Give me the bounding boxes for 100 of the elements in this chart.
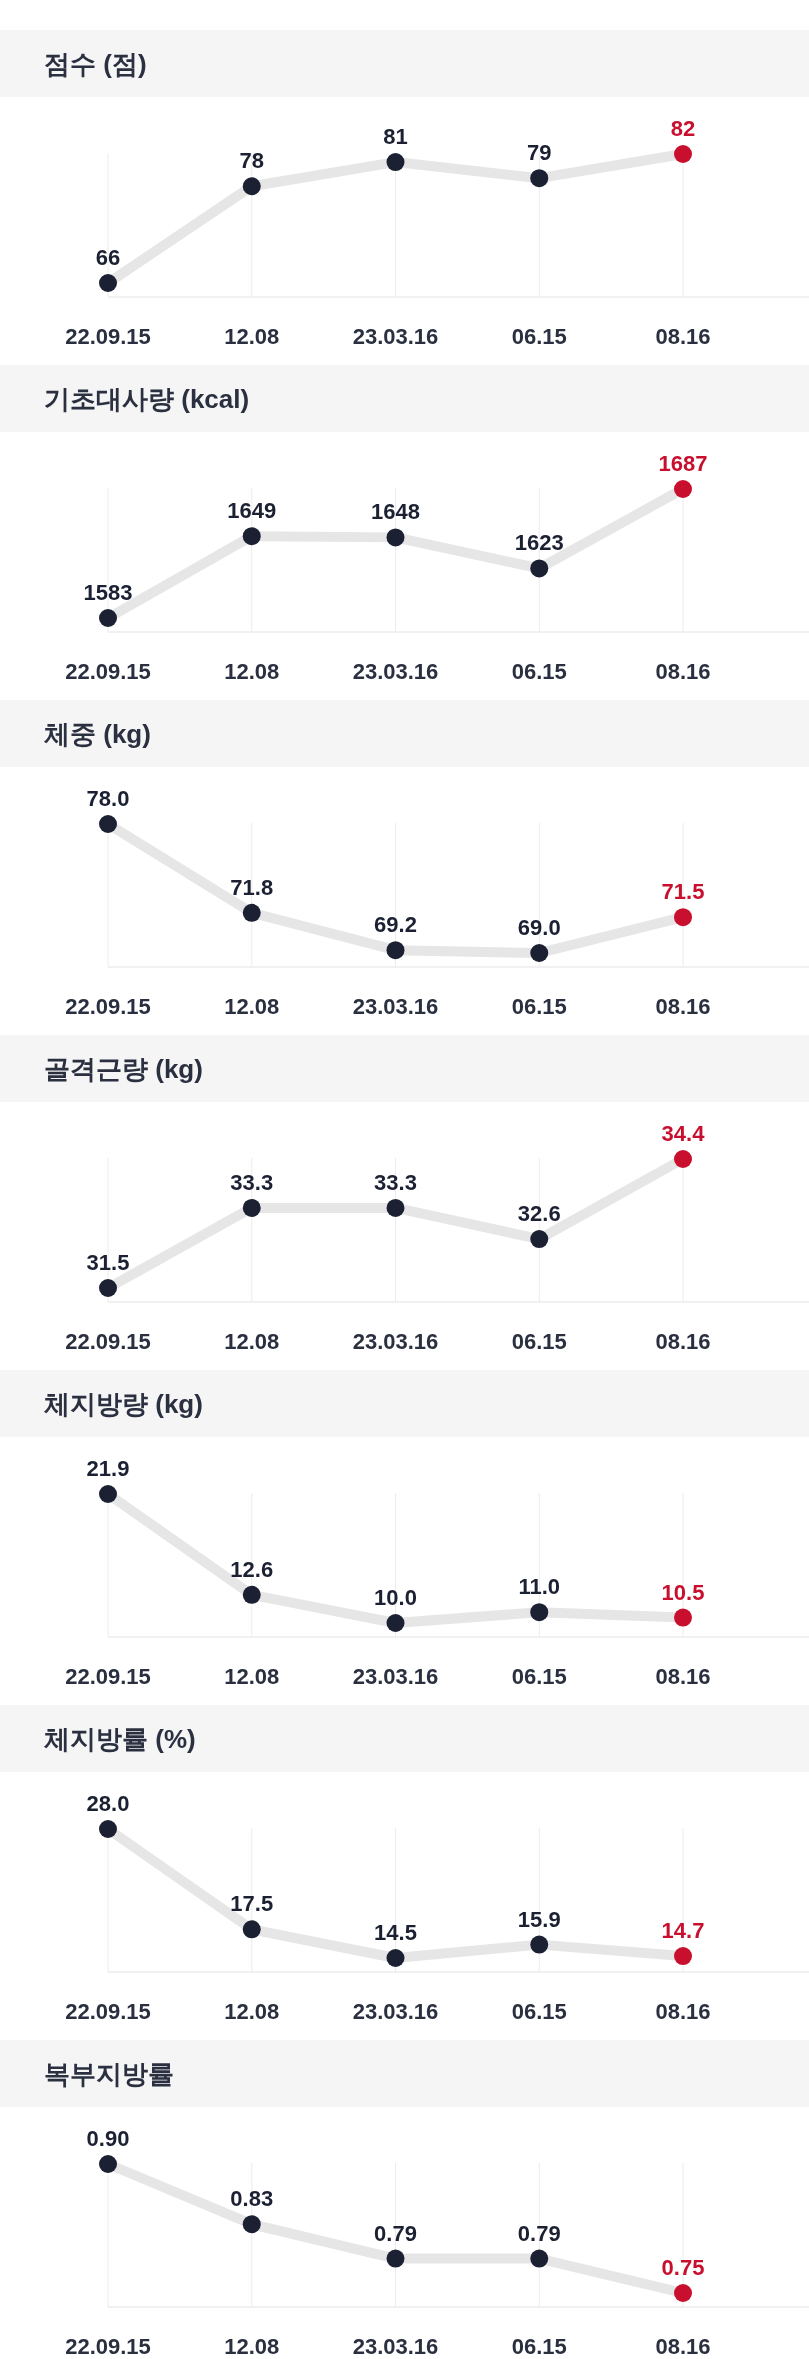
point <box>386 2249 405 2268</box>
x-tick-label: 12.08 <box>224 2334 280 2359</box>
x-tick-label: 23.03.16 <box>352 1999 439 2024</box>
data-label: 78 <box>239 148 264 174</box>
point <box>99 1820 117 1838</box>
point <box>674 2284 692 2302</box>
x-tick-label: 22.09.15 <box>65 659 151 684</box>
data-label: 1687 <box>658 451 708 476</box>
x-tick-label: 06.15 <box>511 1329 567 1354</box>
data-label: 0.75 <box>661 2255 705 2280</box>
point <box>674 145 692 163</box>
data-label: 79 <box>527 140 552 166</box>
point <box>242 1198 261 1217</box>
data-label: 15.9 <box>517 1906 561 1932</box>
data-label: 34.4 <box>661 1121 706 1146</box>
data-label: 33.3 <box>374 1169 417 1195</box>
point <box>386 1198 405 1217</box>
data-label: 17.5 <box>230 1891 274 1917</box>
data-label: 33.3 <box>230 1169 274 1195</box>
point <box>674 480 692 498</box>
x-tick-label: 22.09.15 <box>65 324 151 349</box>
x-tick-label: 22.09.15 <box>65 1329 151 1354</box>
x-tick-label: 08.16 <box>655 1664 711 1689</box>
x-tick-label: 06.15 <box>511 1999 567 2024</box>
point <box>530 1603 549 1622</box>
point <box>530 169 549 188</box>
point <box>530 1935 549 1954</box>
data-label: 0.90 <box>86 2126 130 2151</box>
point <box>674 1947 692 1966</box>
data-label: 1649 <box>227 498 277 524</box>
data-label: 10.0 <box>374 1585 417 1610</box>
x-tick-label: 22.09.15 <box>65 2334 151 2359</box>
data-label: 10.5 <box>661 1579 705 1605</box>
point <box>386 1614 405 1632</box>
point <box>242 903 261 922</box>
x-tick-label: 23.03.16 <box>352 1664 439 1689</box>
data-label: 1623 <box>514 530 564 556</box>
point <box>386 528 405 547</box>
data-label: 66 <box>95 245 121 270</box>
point <box>530 2249 549 2268</box>
data-label: 69.0 <box>517 915 561 940</box>
x-tick-label: 23.03.16 <box>352 2334 439 2359</box>
data-label: 81 <box>383 124 408 150</box>
chart-title: 점수 (점) <box>44 48 147 79</box>
x-tick-label: 23.03.16 <box>352 659 439 684</box>
x-tick-label: 12.08 <box>224 994 280 1019</box>
x-tick-label: 12.08 <box>224 659 280 684</box>
point <box>242 1920 261 1939</box>
point <box>530 559 549 578</box>
x-tick-label: 22.09.15 <box>65 1999 151 2024</box>
x-tick-label: 12.08 <box>224 1664 280 1689</box>
data-label: 28.0 <box>86 1791 130 1816</box>
data-label: 1648 <box>371 499 420 525</box>
point <box>242 2215 261 2234</box>
point <box>674 1608 692 1627</box>
chart-title: 골격근량 (kg) <box>44 1053 203 1084</box>
data-label: 71.8 <box>230 874 274 900</box>
x-tick-label: 12.08 <box>224 1999 280 2024</box>
data-label: 0.79 <box>374 2220 417 2246</box>
point <box>99 1485 117 1503</box>
x-tick-label: 08.16 <box>655 324 711 349</box>
x-tick-label: 06.15 <box>511 994 567 1019</box>
chart-title: 체중 (kg) <box>44 718 151 749</box>
chart-title: 체지방량 (kg) <box>44 1388 203 1419</box>
data-label: 32.6 <box>517 1201 561 1227</box>
point <box>386 1949 405 1967</box>
data-label: 21.9 <box>86 1456 130 1481</box>
x-tick-label: 06.15 <box>511 659 567 684</box>
data-label: 0.83 <box>230 2186 274 2212</box>
data-label: 11.0 <box>518 1574 561 1600</box>
x-tick-label: 12.08 <box>224 1329 280 1354</box>
point <box>386 941 405 960</box>
x-tick-label: 08.16 <box>655 1999 711 2024</box>
chart-title: 기초대사량 (kcal) <box>44 383 250 414</box>
point <box>99 274 117 292</box>
data-label: 69.2 <box>374 912 417 938</box>
x-tick-label: 06.15 <box>511 1664 567 1689</box>
point <box>674 1150 692 1168</box>
point <box>530 944 549 962</box>
point <box>99 2155 117 2173</box>
x-tick-label: 23.03.16 <box>352 1329 439 1354</box>
data-label: 14.7 <box>661 1918 705 1944</box>
chart-title: 체지방률 (%) <box>44 1723 196 1754</box>
data-label: 82 <box>670 116 696 141</box>
x-tick-label: 08.16 <box>655 1329 711 1354</box>
point <box>530 1230 549 1249</box>
point <box>99 1279 117 1297</box>
x-tick-label: 08.16 <box>655 2334 711 2359</box>
data-label: 31.5 <box>86 1250 130 1275</box>
data-label: 78.0 <box>86 786 130 811</box>
x-tick-label: 06.15 <box>511 2334 567 2359</box>
x-tick-label: 08.16 <box>655 994 711 1019</box>
data-label: 12.6 <box>230 1556 274 1582</box>
data-label: 1583 <box>83 580 133 605</box>
point <box>99 609 117 627</box>
point <box>242 527 261 546</box>
point <box>674 908 692 927</box>
x-tick-label: 06.15 <box>511 324 567 349</box>
point <box>99 815 117 833</box>
data-label: 71.5 <box>661 879 705 905</box>
